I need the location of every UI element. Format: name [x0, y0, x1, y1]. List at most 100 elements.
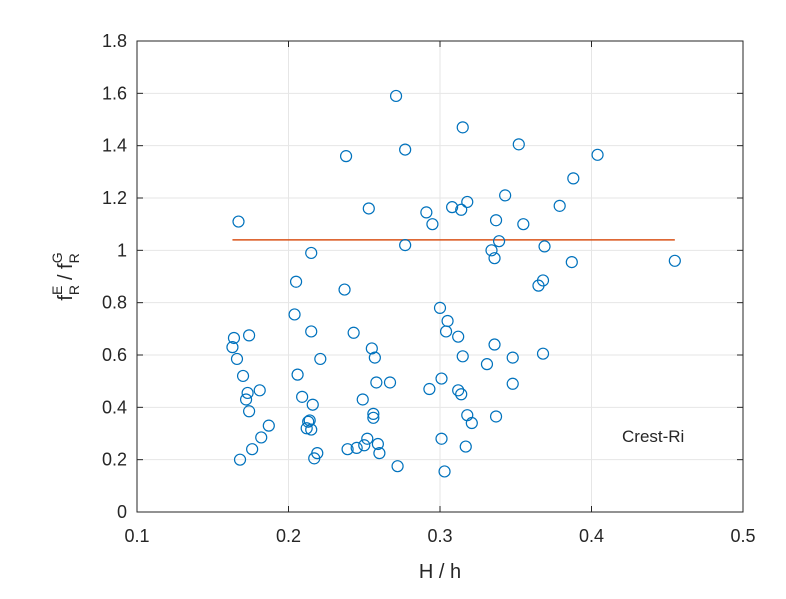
scatter-point	[452, 330, 465, 343]
y-tick-label: 0	[117, 502, 127, 522]
scatter-point	[456, 121, 469, 134]
scatter-point	[668, 254, 681, 267]
scatter-point	[435, 432, 448, 445]
scatter-point	[459, 440, 472, 453]
scatter-point	[305, 423, 318, 436]
scatter-point	[367, 407, 380, 420]
scatter-point	[367, 411, 380, 424]
scatter-point	[361, 432, 374, 445]
scatter-point	[356, 393, 369, 406]
y-label-base2: f	[55, 263, 77, 269]
axis-ticks	[136, 40, 744, 513]
scatter-point	[517, 218, 530, 231]
scatter-point	[488, 338, 501, 351]
scatter-point	[441, 314, 454, 328]
scatter-point	[399, 239, 412, 252]
scatter-point	[536, 274, 550, 287]
scatter-point	[303, 414, 316, 427]
y-tick-label: 1.4	[102, 136, 127, 156]
scatter-point	[232, 215, 245, 228]
svg-text:fRE / fRG: fRE / fRG	[49, 252, 82, 300]
x-tick-label: 0.1	[124, 526, 149, 546]
scatter-point	[239, 393, 253, 406]
y-label-sub1: R	[66, 285, 82, 295]
scatter-point	[253, 384, 266, 397]
scatter-point	[226, 341, 239, 354]
scatter-point	[306, 398, 319, 411]
scatter-point	[553, 199, 566, 212]
scatter-point	[433, 301, 447, 314]
scatter-point	[227, 331, 241, 345]
scatter-point	[538, 240, 551, 253]
y-tick-label: 1.6	[102, 83, 127, 103]
scatter-points-series	[226, 89, 681, 478]
scatter-point	[368, 351, 381, 364]
y-tick-label: 0.6	[102, 345, 127, 365]
scatter-point	[499, 189, 512, 202]
scatter-point	[311, 447, 324, 460]
scatter-point	[236, 369, 250, 383]
scatter-point	[455, 388, 468, 401]
scatter-point	[241, 386, 254, 400]
scatter-point	[455, 203, 468, 216]
scatter-point	[370, 376, 383, 389]
scatter-point	[456, 350, 469, 363]
x-tick-label: 0.5	[730, 526, 755, 546]
x-tick-labels: 0.1 0.2 0.3 0.4 0.5	[124, 526, 755, 546]
scatter-point	[480, 358, 494, 371]
scatter-point	[439, 325, 453, 338]
scatter-point	[350, 441, 363, 454]
y-tick-labels: 0 0.2 0.4 0.6 0.8 1 1.2 1.4 1.6 1.8	[102, 31, 127, 522]
scatter-point	[391, 460, 404, 473]
scatter-point	[305, 325, 318, 338]
scatter-point	[536, 347, 550, 360]
scatter-point	[565, 256, 578, 269]
scatter-point	[489, 214, 503, 227]
scatter-point	[365, 342, 378, 355]
scatter-point	[339, 150, 353, 163]
y-tick-label: 1.2	[102, 188, 127, 208]
scatter-point	[296, 390, 309, 403]
scatter-point	[230, 352, 244, 366]
scatter-point	[591, 148, 604, 161]
scatter-point	[435, 372, 448, 385]
scatter-point	[489, 410, 503, 423]
x-axis-label: H / h	[419, 561, 461, 583]
y-label-base1: f	[55, 295, 77, 301]
scatter-point	[488, 252, 501, 265]
y-tick-label: 1.8	[102, 31, 127, 51]
scatter-point	[420, 206, 433, 219]
scatter-point	[338, 283, 351, 296]
y-tick-label: 0.4	[102, 397, 127, 417]
scatter-point	[426, 218, 439, 231]
scatter-point	[347, 326, 360, 339]
scatter-point	[300, 422, 313, 435]
scatter-point	[446, 201, 459, 214]
scatter-point	[383, 376, 397, 389]
scatter-point	[233, 453, 247, 466]
scatter-point	[371, 437, 384, 451]
scatter-point	[423, 382, 436, 396]
scatter-point	[305, 246, 318, 260]
scatter-point	[492, 235, 506, 248]
scatter-point	[506, 377, 519, 390]
scatter-point	[567, 172, 580, 185]
scatter-point	[302, 415, 315, 428]
scatter-point	[243, 405, 256, 418]
scatter-point	[262, 419, 275, 432]
scatter-point	[461, 195, 474, 209]
x-tick-label: 0.4	[579, 526, 604, 546]
scatter-point	[243, 329, 256, 342]
scatter-point	[373, 447, 386, 460]
scatter-point	[289, 275, 303, 288]
scatter-point	[512, 138, 525, 151]
scatter-point	[389, 89, 403, 103]
scatter-point	[485, 244, 498, 257]
scatter-point	[255, 431, 268, 444]
x-tick-label: 0.3	[427, 526, 452, 546]
y-label-sup2: G	[49, 252, 65, 263]
x-tick-label: 0.2	[276, 526, 301, 546]
scatter-point	[314, 352, 327, 366]
